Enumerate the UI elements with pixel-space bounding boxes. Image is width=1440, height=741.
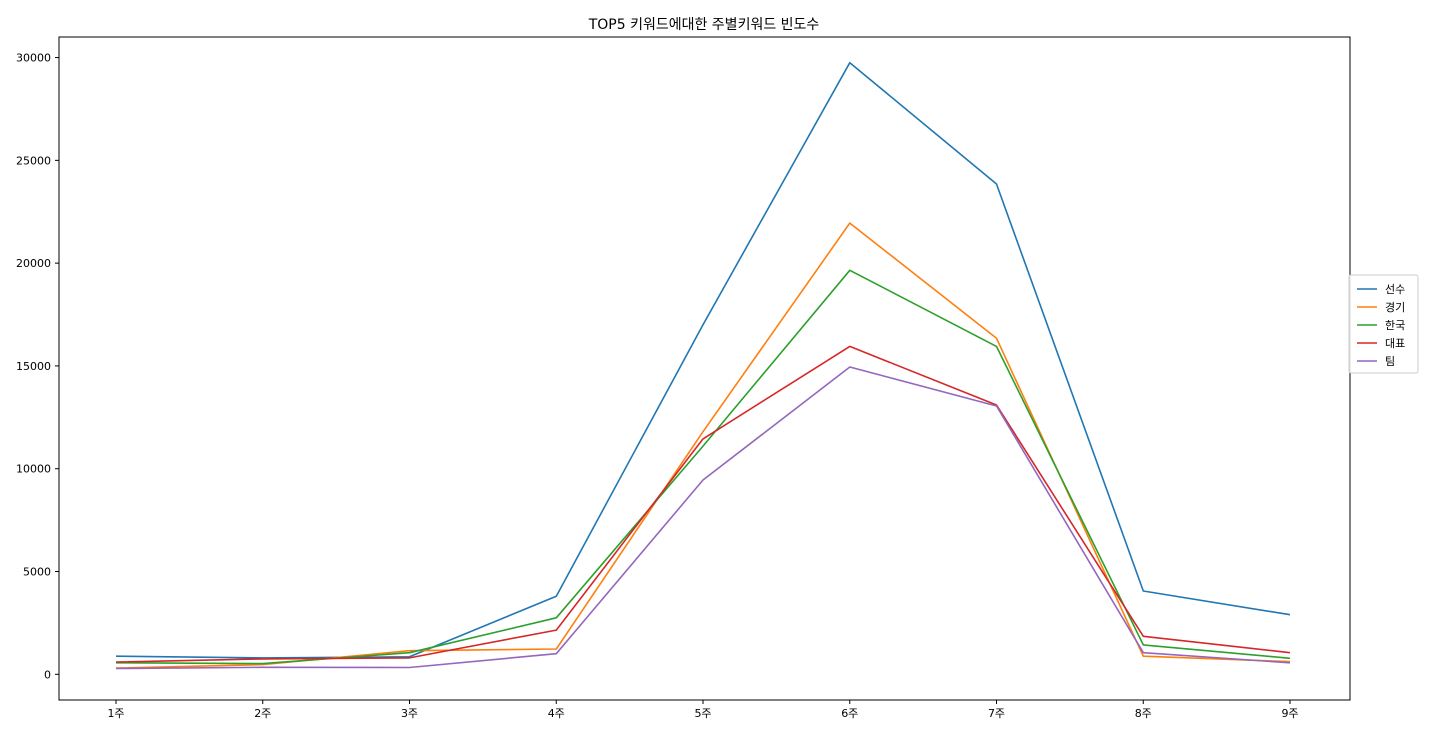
x-tick-label: 3주 xyxy=(401,707,418,720)
legend-frame xyxy=(1348,274,1419,374)
series-line-5 xyxy=(115,366,1291,670)
x-tick-label: 9주 xyxy=(1281,707,1298,720)
chart-title: TOP5 키워드에대한 주별키워드 빈도수 xyxy=(588,17,820,33)
x-axis: 1주 2주 3주 4주 5주 6주 7주 8주 9주 xyxy=(107,700,1299,720)
y-axis: 0 5000 10000 15000 20000 25000 30000 xyxy=(16,52,59,681)
y-tick-label: 30000 xyxy=(16,52,51,65)
x-tick-label: 1주 xyxy=(107,707,124,720)
x-tick-label: 8주 xyxy=(1135,707,1152,720)
y-tick-label: 10000 xyxy=(16,463,51,476)
x-tick-label: 7주 xyxy=(988,707,1005,720)
series-line-1 xyxy=(115,61,1291,659)
series-line-4 xyxy=(115,345,1291,663)
y-tick-label: 0 xyxy=(44,668,51,681)
x-tick-label: 6주 xyxy=(841,707,858,720)
series-line-3 xyxy=(115,269,1291,665)
series-group xyxy=(115,61,1291,670)
x-tick-label: 2주 xyxy=(254,707,271,720)
y-tick-label: 5000 xyxy=(23,566,51,579)
legend-label: 대표 xyxy=(1385,337,1405,350)
legend-label: 한국 xyxy=(1385,319,1405,332)
x-tick-label: 5주 xyxy=(694,707,711,720)
x-tick-label: 4주 xyxy=(548,707,565,720)
y-tick-label: 20000 xyxy=(16,257,51,270)
y-tick-label: 25000 xyxy=(16,154,51,167)
legend-label: 팀 xyxy=(1385,355,1395,368)
y-tick-label: 15000 xyxy=(16,360,51,373)
legend-label: 선수 xyxy=(1385,283,1405,296)
legend-label: 경기 xyxy=(1385,301,1405,314)
